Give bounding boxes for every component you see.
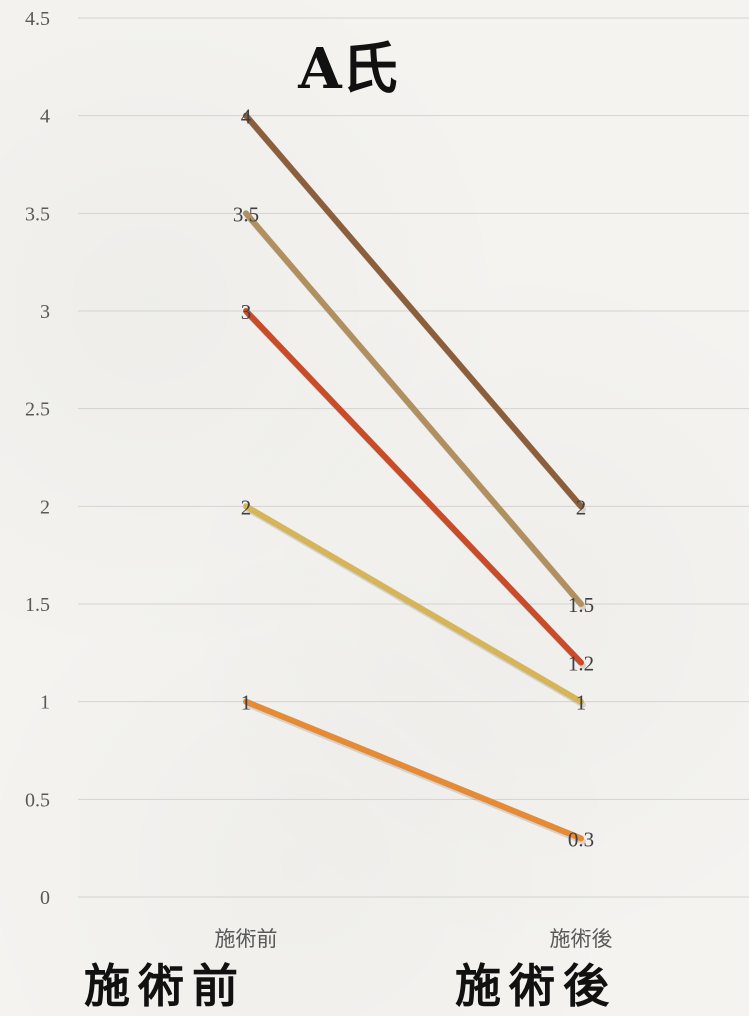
data-label: 3 (241, 300, 252, 324)
data-label: 1 (576, 691, 587, 715)
data-label: 4 (241, 105, 252, 129)
y-axis-ticks: 0 0.5 1 1.5 2 2.5 3 3.5 4 4.5 (25, 8, 50, 909)
data-label: 1 (241, 691, 252, 715)
data-label: 0.3 (568, 827, 594, 851)
x-category-label: 施術前 (215, 927, 278, 951)
data-label: 2 (576, 495, 587, 519)
series-line (243, 698, 584, 842)
y-tick-label: 4.5 (25, 8, 50, 30)
data-label: 1.5 (568, 593, 594, 617)
y-tick-label: 0 (40, 887, 50, 909)
x-axis-categories: 施術前 施術後 (215, 927, 613, 951)
data-label: 1.2 (568, 652, 594, 676)
series-lines (243, 112, 586, 845)
series-line (243, 210, 584, 607)
chart-title: A氏 (297, 36, 397, 102)
data-label: 3.5 (233, 202, 259, 226)
series-line (243, 112, 584, 510)
caption-before: 施術前 (84, 959, 246, 1013)
y-tick-label: 1.5 (25, 594, 50, 616)
series-line (243, 503, 584, 705)
y-tick-label: 2 (40, 496, 50, 518)
y-tick-label: 3 (40, 301, 50, 323)
y-tick-label: 0.5 (25, 789, 50, 811)
series-line (243, 308, 584, 666)
caption-after: 施術後 (455, 959, 617, 1013)
data-label: 2 (241, 495, 252, 519)
gridlines (78, 17, 749, 898)
x-category-label: 施術後 (550, 927, 613, 951)
y-tick-label: 2.5 (25, 399, 50, 421)
y-tick-label: 3.5 (25, 203, 50, 225)
data-labels: 4 2 3.5 1.5 3 1.2 2 1 1 0.3 (233, 105, 594, 852)
y-tick-label: 1 (40, 692, 50, 714)
y-tick-label: 4 (40, 106, 50, 128)
